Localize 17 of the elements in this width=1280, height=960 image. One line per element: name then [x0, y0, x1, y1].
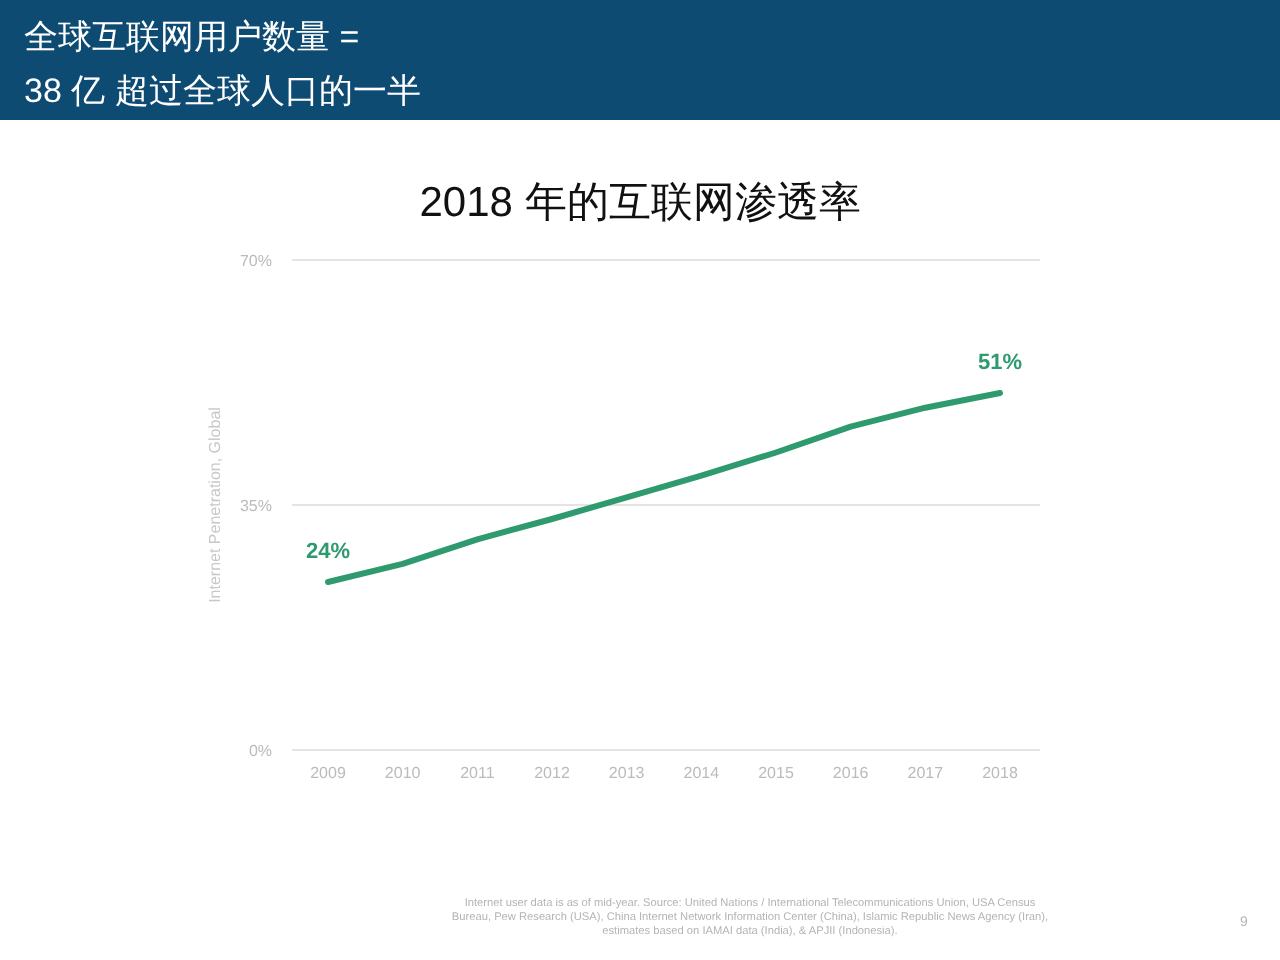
x-tick-label: 2009 [310, 764, 347, 782]
y-tick-label: 35% [239, 496, 272, 515]
chart-title: 全球互联网用户数量 = 38 亿 超过全球人口的一半 [24, 18, 421, 110]
data-label: 51% [977, 351, 1023, 375]
x-tick-label: 2010 [384, 764, 422, 782]
x-tick-label: 2012 [534, 764, 571, 782]
x-tick-label: 2013 [608, 764, 646, 782]
y-tick-label: 70% [239, 251, 272, 270]
x-tick-label: 2011 [460, 764, 496, 782]
x-tick-label: 2014 [683, 764, 721, 782]
x-tick-label: 2015 [758, 764, 795, 782]
data-label: 24% [305, 540, 351, 564]
chart-subtitle: 2018 年的互联网渗透率 [419, 180, 861, 226]
x-tick-label: 2017 [907, 764, 945, 782]
x-tick-label: 2016 [832, 764, 870, 782]
y-tick-label: 0% [248, 741, 272, 760]
x-tick-label: 2018 [982, 764, 1019, 782]
